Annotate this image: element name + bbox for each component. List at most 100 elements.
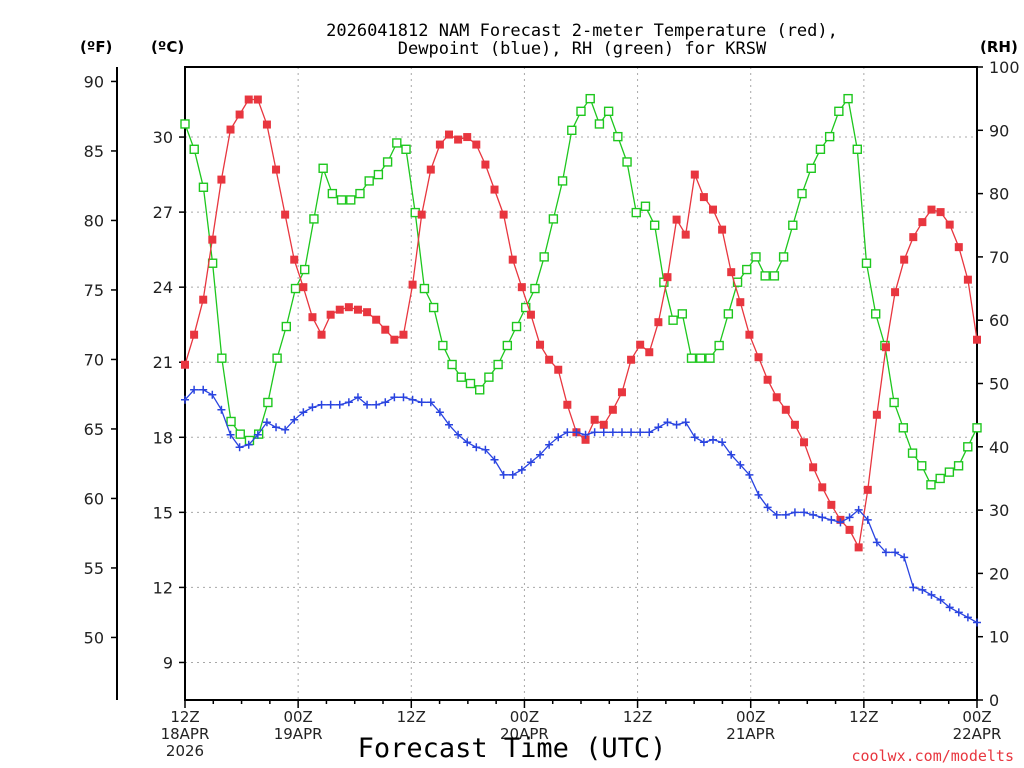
temperature-point: [854, 543, 863, 552]
temperature-point: [435, 140, 444, 149]
rh-point: [474, 385, 485, 395]
chart-title-line-1: 2026041812 NAM Forecast 2-meter Temperat…: [326, 21, 838, 41]
temperature-point: [918, 218, 927, 227]
rh-point: [346, 195, 356, 205]
temperature-point: [290, 255, 299, 264]
dewpoint-point: [918, 585, 927, 594]
celsius-axis: 9 12 15 18 21 24 27 30: [153, 128, 185, 672]
dewpoint-point: [526, 458, 535, 467]
rh-point: [428, 302, 439, 313]
rh-point: [677, 309, 688, 319]
rh-point: [769, 271, 780, 281]
rh-point: [364, 176, 374, 186]
dewpoint-point: [973, 618, 981, 627]
dewpoint-point: [690, 433, 699, 442]
x-tick-label: 19APR: [274, 725, 323, 743]
dewpoint-point: [454, 430, 463, 439]
temperature-point: [745, 330, 754, 339]
x-tick-label: 12Z: [170, 708, 199, 726]
dewpoint-point: [636, 428, 645, 437]
dewpoint-point: [754, 490, 763, 499]
temperature-point: [335, 305, 344, 314]
x-tick-label: 12Z: [397, 708, 426, 726]
rh-line: [184, 96, 978, 486]
temperature-point: [809, 463, 818, 472]
temperature-point: [563, 400, 572, 409]
rh-point: [705, 353, 715, 363]
dewpoint-point: [672, 420, 681, 429]
dewpoint-point: [217, 405, 226, 414]
x-axis-title: Forecast Time (UTC): [358, 733, 667, 764]
rh-point: [373, 169, 384, 180]
dewpoint-point: [326, 400, 335, 409]
temperature-point: [499, 210, 508, 219]
dewpoint-point: [790, 508, 799, 517]
temperature-point: [599, 420, 608, 429]
temperature-point: [554, 365, 563, 374]
temperature-point: [517, 283, 526, 292]
rh-point: [907, 448, 918, 458]
temperature-point: [308, 313, 317, 322]
dewpoint-point: [681, 418, 690, 427]
temperature-point: [909, 233, 918, 242]
dewpoint-point: [927, 590, 936, 599]
temperature-point: [417, 210, 426, 219]
rh-tick-label: 90: [989, 121, 1009, 140]
temperature-point: [772, 393, 781, 402]
rh-point: [870, 309, 881, 319]
f-tick-label: 65: [84, 420, 104, 439]
dewpoint-point: [244, 440, 253, 449]
c-tick-label: 24: [153, 278, 173, 297]
dewpoint-point: [654, 423, 663, 432]
rh-point: [226, 416, 236, 427]
rh-tick-label: 60: [989, 311, 1009, 330]
dewpoint-point: [426, 398, 435, 407]
rh-point: [585, 93, 595, 104]
fahrenheit-axis: 50 55 60 65 70 75 80 85 90: [84, 72, 117, 647]
rh-point: [797, 188, 807, 199]
temperature-point: [526, 310, 535, 319]
temperature-point: [608, 405, 617, 414]
temperature-point: [199, 295, 208, 304]
rh-point: [714, 340, 724, 351]
rh-point: [944, 467, 955, 477]
temperature-point: [954, 243, 963, 252]
rh-point: [815, 144, 826, 154]
temperature-point: [654, 318, 663, 327]
rh-point: [189, 144, 199, 154]
dewpoint-point: [463, 438, 472, 447]
rh-point: [502, 340, 513, 351]
rh-point: [889, 397, 899, 408]
dewpoint-point: [954, 608, 963, 617]
rh-point: [511, 321, 522, 332]
temperature-point: [545, 355, 554, 364]
rh-tick-label: 50: [989, 375, 1009, 394]
dewpoint-point: [745, 470, 754, 479]
rh-point: [567, 125, 577, 136]
rh-axis-unit: (RH): [980, 38, 1018, 56]
temperature-point: [690, 170, 699, 179]
temperature-point: [763, 375, 772, 384]
dewpoint-point: [854, 505, 863, 514]
rh-point: [843, 93, 853, 104]
temperature-point: [244, 95, 253, 104]
dewpoint-point: [645, 428, 654, 437]
rh-point: [548, 214, 559, 224]
rh-point: [300, 264, 310, 275]
temperature-point: [709, 205, 717, 214]
dewpoint-point: [836, 518, 845, 527]
temperature-point: [627, 355, 636, 364]
temperature-point: [281, 210, 290, 219]
rh-point: [834, 106, 844, 117]
dewpoint-point: [800, 508, 809, 517]
rh-point: [594, 119, 605, 129]
rh-point: [972, 423, 982, 433]
temperature-point: [472, 140, 481, 149]
temperature-point: [754, 353, 763, 362]
dewpoint-point: [272, 423, 281, 432]
rh-point: [484, 372, 494, 382]
rh-point: [327, 188, 338, 199]
f-tick-label: 60: [84, 489, 104, 508]
rh-tick-label: 20: [989, 564, 1009, 583]
